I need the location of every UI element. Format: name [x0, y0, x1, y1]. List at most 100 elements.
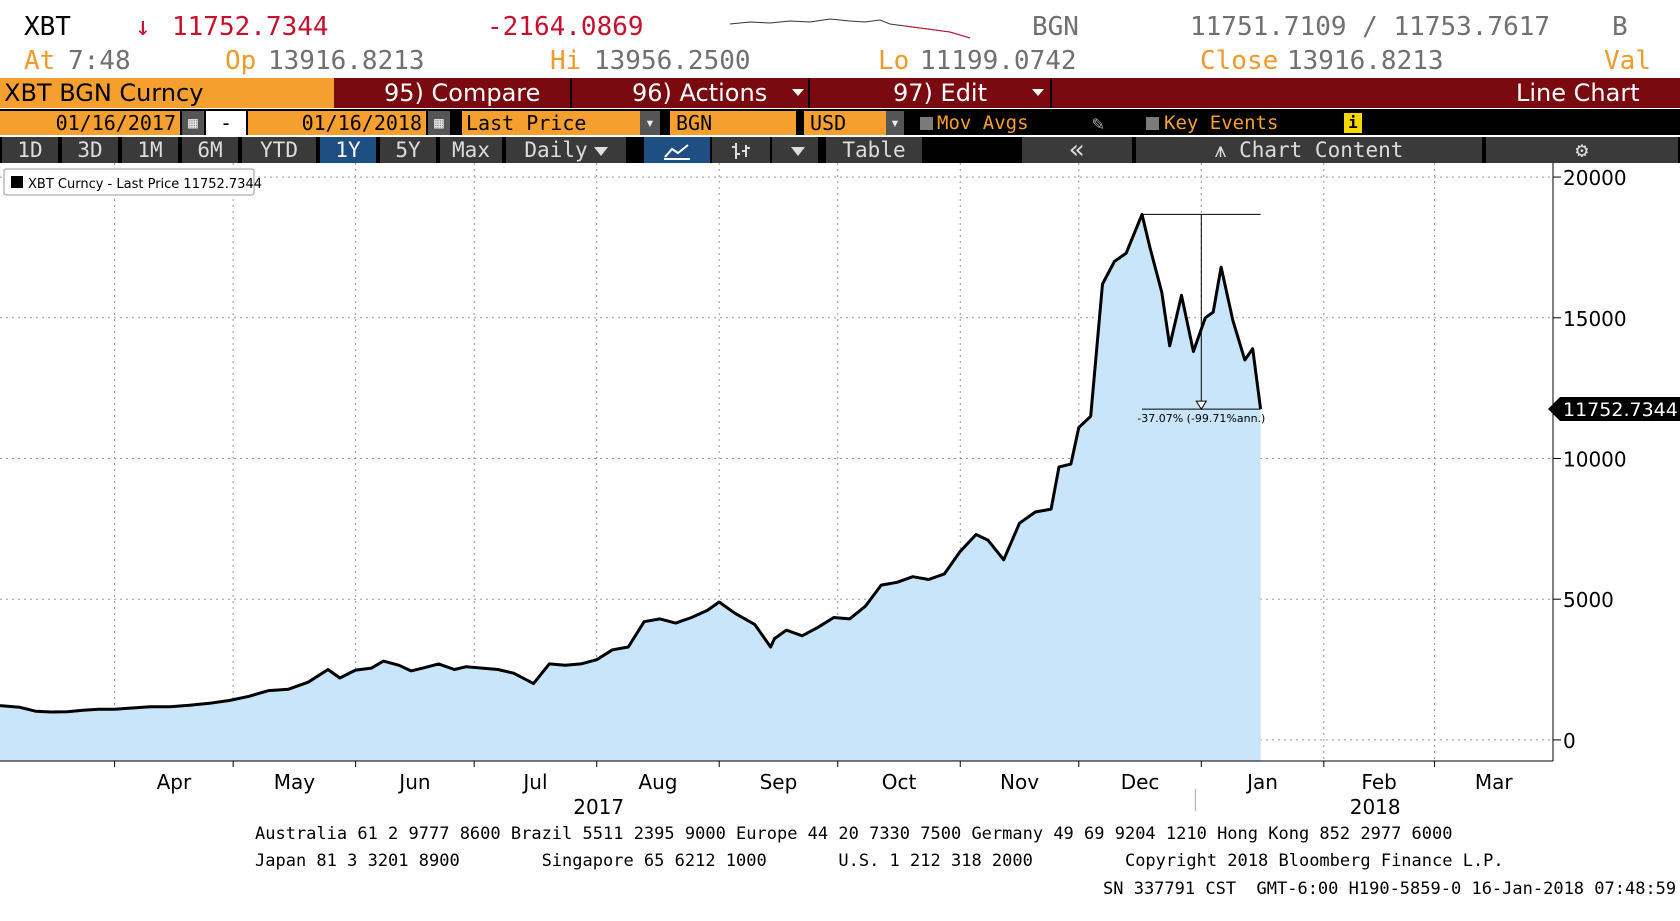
period-1m[interactable]: 1M — [122, 137, 178, 163]
field-select[interactable]: Last Price — [462, 111, 642, 135]
y-axis: 0 5000 10000 15000 20000 — [1552, 163, 1627, 761]
y-tick-label: 20000 — [1563, 166, 1627, 190]
period-1d[interactable]: 1D — [2, 137, 58, 163]
mov-avgs-checkbox[interactable] — [920, 117, 933, 130]
open-label: Op — [225, 46, 257, 76]
footer-contacts-1: Australia 61 2 9777 8600 Brazil 5511 239… — [255, 824, 1453, 844]
info-icon[interactable]: i — [1344, 113, 1362, 133]
divider — [570, 78, 572, 108]
chart-style-dropdown[interactable] — [772, 137, 818, 163]
table-button[interactable]: Table — [826, 137, 922, 163]
x-month-label: Nov — [1000, 770, 1039, 794]
period-3d[interactable]: 3D — [62, 137, 118, 163]
pencil-icon[interactable]: ✎ — [1092, 111, 1105, 135]
y-tick-label: 0 — [1563, 729, 1576, 753]
high-label: Hi — [550, 46, 582, 76]
settings-bar: 01/16/2017 ▦ - 01/16/2018 ▦ Last Price ▾… — [0, 109, 1680, 135]
last-value-tag: 11752.7344 — [1548, 397, 1680, 421]
at-label: At — [24, 46, 56, 76]
ohlc-icon[interactable] — [712, 137, 770, 163]
quote-header: XBT ↓ 11752.7344 -2164.0869 BGN 11751.71… — [0, 12, 1680, 46]
period-6m[interactable]: 6M — [182, 137, 238, 163]
calendar-icon[interactable]: ▦ — [182, 111, 204, 135]
chevron-down-icon[interactable]: ▾ — [886, 111, 904, 135]
price-area — [0, 214, 1261, 761]
down-arrow-icon: ↓ — [135, 12, 151, 42]
calendar-icon[interactable]: ▦ — [428, 111, 450, 135]
chart-type-label[interactable]: Line Chart — [1516, 79, 1640, 107]
chevron-down-icon[interactable] — [1032, 89, 1044, 96]
mov-avgs-label: Mov Avgs — [937, 112, 1029, 134]
gear-icon[interactable]: ⚙ — [1486, 137, 1678, 163]
x-month-label: Feb — [1361, 770, 1396, 794]
period-5y[interactable]: 5Y — [380, 137, 436, 163]
x-axis: Apr May Jun Jul Aug Sep Oct Nov Dec Jan Feb Mar 2017… — [0, 760, 1553, 819]
x-month-label: Oct — [882, 770, 917, 794]
date-dash: - — [206, 111, 246, 135]
period-ytd[interactable]: YTD — [242, 137, 316, 163]
x-month-label: Apr — [157, 770, 192, 794]
chart-content-label: Chart Content — [1239, 138, 1404, 162]
legend-box: XBT Curncy - Last Price 11752.7344 — [3, 168, 262, 196]
period-bar: 1D 3D 1M 6M YTD 1Y 5Y Max Daily Table « … — [0, 137, 1680, 163]
chart-content-button[interactable]: ⩚ Chart Content — [1136, 137, 1482, 163]
frequency-label: Daily — [524, 138, 588, 162]
line-chart-icon[interactable] — [644, 137, 710, 163]
ticker: XBT — [24, 12, 71, 42]
end-date-input[interactable]: 01/16/2018 — [248, 111, 426, 135]
command-bar: XBT BGN Curncy 95) Compare 96) Actions 9… — [0, 78, 1680, 108]
drawdown-annotation: -37.07% (-99.71%ann.) — [1137, 213, 1265, 425]
y-tick-label: 10000 — [1563, 447, 1627, 471]
x-month-label: Sep — [760, 770, 798, 794]
compare-menu[interactable]: 95) Compare — [384, 79, 541, 107]
legend-text: XBT Curncy - Last Price 11752.7344 — [28, 177, 262, 192]
quote-details: At 7:48 Op 13916.8213 Hi 13956.2500 Lo 1… — [0, 46, 1680, 80]
source-input[interactable]: BGN — [670, 111, 796, 135]
price-line — [0, 212, 1263, 714]
x-month-label: Jun — [397, 770, 430, 794]
open-value: 13916.8213 — [268, 46, 425, 76]
period-max[interactable]: Max — [440, 137, 502, 163]
annotation-label: -37.07% (-99.71%ann.) — [1137, 412, 1265, 425]
x-month-label: May — [274, 770, 316, 794]
start-date-input[interactable]: 01/16/2017 — [0, 111, 180, 135]
y-tick-label: 5000 — [1563, 588, 1614, 612]
close-label: Close — [1200, 46, 1279, 76]
collapse-button[interactable]: « — [1022, 137, 1132, 163]
x-month-label: Aug — [638, 770, 677, 794]
x-month-label: Dec — [1121, 770, 1160, 794]
net-change: -2164.0869 — [487, 12, 644, 42]
period-1y[interactable]: 1Y — [320, 137, 376, 163]
val-label: Val — [1604, 46, 1651, 76]
security-field[interactable]: XBT BGN Curncy — [0, 78, 334, 108]
divider — [808, 78, 810, 108]
price-chart[interactable]: -37.07% (-99.71%ann.) 0 5000 10000 15000 200… — [0, 163, 1680, 823]
chevron-down-icon — [791, 146, 805, 156]
chart-content-icon: ⩚ — [1214, 138, 1240, 162]
x-month-label: Mar — [1475, 770, 1514, 794]
edit-menu[interactable]: 97) Edit — [893, 79, 988, 107]
close-value: 13916.8213 — [1287, 46, 1444, 76]
bid-ask: 11751.7109 / 11753.7617 — [1190, 12, 1551, 42]
actions-menu[interactable]: 96) Actions — [632, 79, 768, 107]
x-month-label: Jan — [1245, 770, 1278, 794]
chevron-down-icon — [593, 146, 608, 156]
sparkline — [730, 18, 971, 39]
low-value: 11199.0742 — [920, 46, 1077, 76]
price-source: BGN — [1032, 12, 1079, 42]
footer-session: SN 337791 CST GMT-6:00 H190-5859-0 16-Ja… — [1103, 879, 1677, 899]
at-value: 7:48 — [68, 46, 131, 76]
b-label: B — [1612, 12, 1628, 42]
chevron-down-icon[interactable]: ▾ — [640, 111, 660, 135]
key-events-label: Key Events — [1164, 112, 1279, 134]
last-value-label: 11752.7344 — [1563, 399, 1678, 421]
x-month-label: Jul — [521, 770, 547, 794]
low-label: Lo — [878, 46, 910, 76]
footer-contacts-2: Japan 81 3 3201 8900 Singapore 65 6212 1… — [255, 851, 1504, 871]
chevron-down-icon[interactable] — [792, 89, 804, 96]
currency-select[interactable]: USD — [804, 111, 890, 135]
x-year-label: 2017 — [573, 795, 624, 819]
frequency-select[interactable]: Daily — [506, 137, 626, 163]
y-tick-label: 15000 — [1563, 307, 1627, 331]
key-events-checkbox[interactable] — [1146, 117, 1159, 130]
